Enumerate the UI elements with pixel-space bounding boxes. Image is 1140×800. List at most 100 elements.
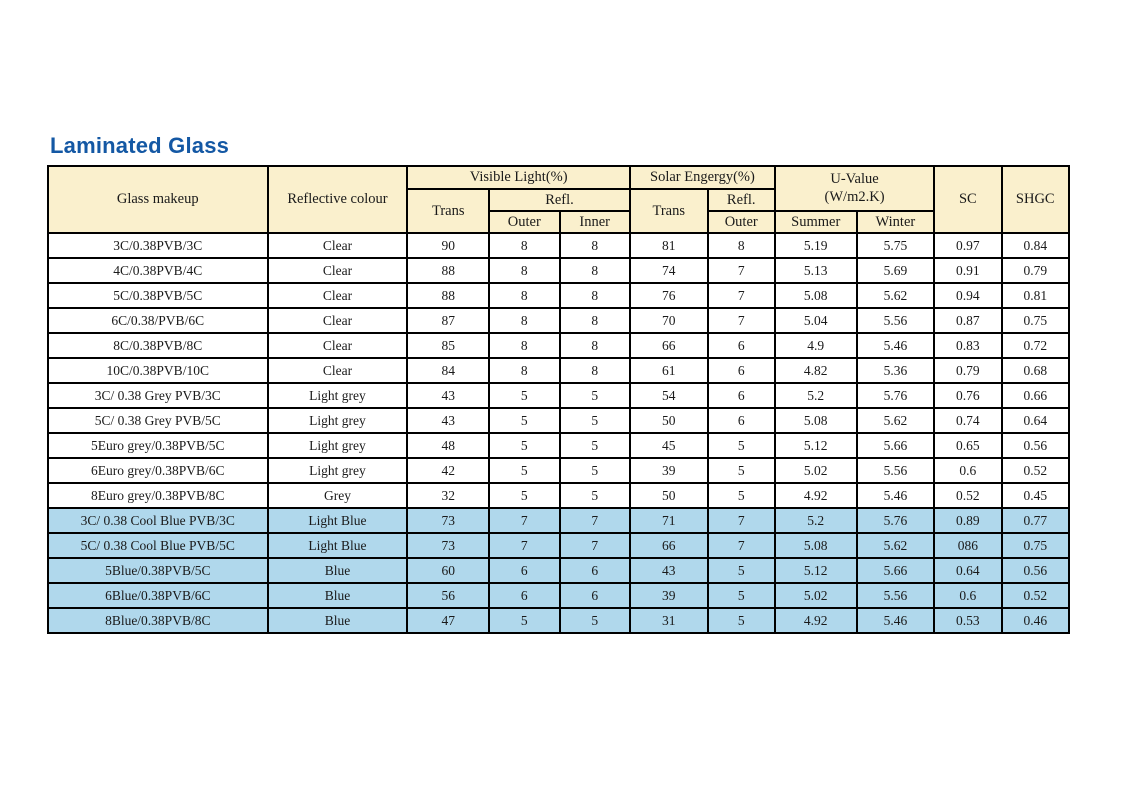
header-vl-outer: Outer	[488, 210, 561, 234]
table-row: 3C/ 0.38 Cool Blue PVB/3C Light Blue 73 7 7 7…	[47, 507, 1071, 534]
cell-reflective-colour: Light Blue	[266, 507, 409, 534]
cell-reflective-colour: Light grey	[266, 457, 409, 484]
cell-reflective-colour: Blue	[266, 607, 409, 634]
cell-u-winter: 5.75	[855, 232, 936, 259]
cell-sc: 0.79	[933, 357, 1003, 384]
header-shgc: SHGC	[1000, 165, 1071, 234]
cell-se-trans: 39	[628, 582, 709, 609]
cell-reflective-colour: Clear	[266, 257, 409, 284]
cell-reflective-colour: Light Blue	[266, 532, 409, 559]
cell-shgc: 0.77	[1000, 507, 1071, 534]
cell-vl-outer: 5	[488, 607, 561, 634]
cell-se-trans: 50	[628, 407, 709, 434]
cell-se-outer: 5	[706, 432, 776, 459]
cell-glass-makeup: 8C/0.38PVB/8C	[47, 332, 269, 359]
cell-shgc: 0.84	[1000, 232, 1071, 259]
cell-se-outer: 5	[706, 582, 776, 609]
cell-u-summer: 5.08	[773, 532, 858, 559]
cell-vl-outer: 8	[488, 257, 561, 284]
header-solar-energy: Solar Engergy(%)	[628, 165, 776, 190]
cell-se-outer: 8	[706, 232, 776, 259]
cell-vl-inner: 8	[558, 357, 631, 384]
cell-se-outer: 7	[706, 507, 776, 534]
header-winter: Winter	[855, 210, 936, 234]
cell-se-outer: 5	[706, 482, 776, 509]
cell-shgc: 0.68	[1000, 357, 1071, 384]
cell-reflective-colour: Light grey	[266, 432, 409, 459]
cell-vl-inner: 6	[558, 557, 631, 584]
cell-se-trans: 76	[628, 282, 709, 309]
cell-u-winter: 5.69	[855, 257, 936, 284]
cell-u-summer: 5.12	[773, 557, 858, 584]
cell-se-trans: 39	[628, 457, 709, 484]
cell-shgc: 0.79	[1000, 257, 1071, 284]
cell-vl-outer: 8	[488, 282, 561, 309]
cell-glass-makeup: 5Blue/0.38PVB/5C	[47, 557, 269, 584]
cell-shgc: 0.45	[1000, 482, 1071, 509]
cell-u-winter: 5.56	[855, 457, 936, 484]
cell-sc: 0.83	[933, 332, 1003, 359]
cell-u-winter: 5.46	[855, 607, 936, 634]
cell-se-trans: 71	[628, 507, 709, 534]
header-row-3: Outer Inner Outer Summer Winter	[48, 210, 1069, 234]
cell-glass-makeup: 6Euro grey/0.38PVB/6C	[47, 457, 269, 484]
cell-sc: 0.53	[933, 607, 1003, 634]
cell-u-winter: 5.62	[855, 282, 936, 309]
table-row: 8Blue/0.38PVB/8C Blue 47 5 5 31 5 4.92 5.46 0.53 0…	[47, 607, 1071, 634]
cell-vl-trans: 85	[406, 332, 491, 359]
table-row: 5C/0.38PVB/5C Clear 88 8 8 76 7 5.08 5.62 0.94 0.8…	[47, 282, 1071, 309]
cell-vl-inner: 5	[558, 382, 631, 409]
cell-glass-makeup: 5C/ 0.38 Grey PVB/5C	[47, 407, 269, 434]
cell-glass-makeup: 5C/0.38PVB/5C	[47, 282, 269, 309]
cell-u-summer: 5.13	[773, 257, 858, 284]
cell-shgc: 0.64	[1000, 407, 1071, 434]
page-title: Laminated Glass	[50, 133, 230, 158]
cell-se-trans: 50	[628, 482, 709, 509]
cell-se-outer: 6	[706, 332, 776, 359]
header-se-outer: Outer	[706, 210, 776, 234]
cell-glass-makeup: 8Blue/0.38PVB/8C	[47, 607, 269, 634]
cell-sc: 0.94	[933, 282, 1003, 309]
cell-vl-trans: 48	[406, 432, 491, 459]
cell-reflective-colour: Light grey	[266, 382, 409, 409]
table-row: 4C/0.38PVB/4C Clear 88 8 8 74 7 5.13 5.69 0.91 0.7…	[47, 257, 1071, 284]
header-se-refl: Refl.	[706, 188, 776, 212]
cell-sc: 086	[933, 532, 1003, 559]
cell-vl-outer: 5	[488, 482, 561, 509]
cell-u-winter: 5.62	[855, 407, 936, 434]
header-reflective-colour: Reflective colour	[266, 165, 409, 234]
cell-vl-inner: 7	[558, 532, 631, 559]
cell-vl-inner: 8	[558, 232, 631, 259]
header-vl-trans: Trans	[406, 188, 491, 234]
header-sc: SC	[933, 165, 1003, 234]
cell-glass-makeup: 3C/0.38PVB/3C	[47, 232, 269, 259]
cell-sc: 0.91	[933, 257, 1003, 284]
cell-u-winter: 5.76	[855, 382, 936, 409]
cell-vl-trans: 73	[406, 532, 491, 559]
cell-shgc: 0.56	[1000, 557, 1071, 584]
table-row: 6Blue/0.38PVB/6C Blue 56 6 6 39 5 5.02 5.56 0.6 0.…	[47, 582, 1071, 609]
cell-vl-inner: 8	[558, 332, 631, 359]
header-u-value-line2: (W/m2.K)	[824, 188, 885, 205]
header-summer: Summer	[773, 210, 858, 234]
header-visible-light: Visible Light(%)	[406, 165, 631, 190]
cell-se-outer: 6	[706, 382, 776, 409]
cell-vl-outer: 5	[488, 432, 561, 459]
cell-shgc: 0.52	[1000, 457, 1071, 484]
cell-u-summer: 5.12	[773, 432, 858, 459]
cell-u-summer: 5.02	[773, 457, 858, 484]
cell-u-summer: 4.82	[773, 357, 858, 384]
cell-se-trans: 66	[628, 332, 709, 359]
table-row: 3C/ 0.38 Grey PVB/3C Light grey 43 5 5 54 6 5.2…	[47, 382, 1071, 409]
cell-vl-trans: 88	[406, 257, 491, 284]
cell-vl-trans: 32	[406, 482, 491, 509]
cell-sc: 0.65	[933, 432, 1003, 459]
table-row: 5C/ 0.38 Grey PVB/5C Light grey 43 5 5 50 6 5.0…	[47, 407, 1071, 434]
header-vl-inner: Inner	[558, 210, 631, 234]
laminated-glass-table: Glass makeup Reflective colour Visible L…	[47, 165, 1071, 634]
cell-vl-trans: 90	[406, 232, 491, 259]
table-row: 6Euro grey/0.38PVB/6C Light grey 42 5 5 39 5 5.…	[47, 457, 1071, 484]
table-body: 3C/0.38PVB/3C Clear 90 8 8 81 8 5.19 5.75 0.97 0.8…	[47, 232, 1071, 634]
cell-vl-outer: 7	[488, 507, 561, 534]
cell-vl-inner: 5	[558, 432, 631, 459]
